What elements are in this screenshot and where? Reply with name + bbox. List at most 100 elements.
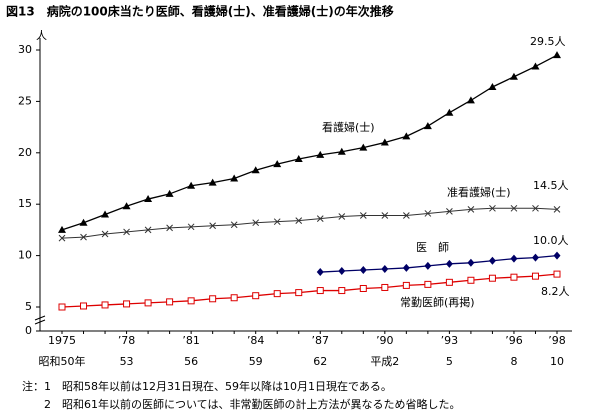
note: 注：1 昭和58年以前は12月31日現在、59年以降は10月1日現在である。 xyxy=(22,379,392,393)
marker xyxy=(359,212,367,219)
x-era-label: 62 xyxy=(313,355,327,368)
marker xyxy=(467,258,475,267)
x-era-label: 5 xyxy=(446,355,453,368)
marker xyxy=(187,223,195,231)
x-tick-label: ’81 xyxy=(182,334,200,347)
marker xyxy=(338,213,346,220)
end-label: 8.2人 xyxy=(541,285,570,298)
y-tick-label: 10 xyxy=(18,249,32,262)
marker xyxy=(252,219,260,227)
marker xyxy=(380,138,389,146)
marker xyxy=(230,294,238,302)
x-tick-label: 1975 xyxy=(48,334,76,347)
x-tick-label: ’84 xyxy=(247,334,265,347)
marker xyxy=(123,300,131,308)
marker xyxy=(531,253,539,262)
marker xyxy=(337,147,346,155)
marker xyxy=(488,83,497,91)
x-era-label: 8 xyxy=(510,355,517,368)
marker xyxy=(294,154,303,162)
x-tick-label: ’78 xyxy=(118,334,136,347)
marker xyxy=(402,281,410,289)
marker xyxy=(101,210,110,218)
marker xyxy=(316,287,324,295)
end-label: 29.5人 xyxy=(530,35,566,48)
marker xyxy=(166,298,174,306)
marker xyxy=(316,268,324,277)
marker xyxy=(359,143,368,151)
chart-title: 図13 病院の100床当たり医師、看護婦(士)、准看護婦(士)の年次推移 xyxy=(6,4,394,19)
marker xyxy=(251,166,260,174)
x-era-label: 53 xyxy=(120,355,134,368)
marker xyxy=(510,254,518,263)
marker xyxy=(273,160,282,168)
marker xyxy=(187,181,196,189)
series-label: 看護婦(士) xyxy=(322,120,375,134)
marker xyxy=(79,218,88,226)
marker xyxy=(80,302,88,310)
series-label: 准看護婦(士) xyxy=(447,185,511,199)
marker xyxy=(445,278,453,286)
x-era-label: 平成2 xyxy=(370,355,399,368)
marker xyxy=(446,208,453,215)
marker xyxy=(381,212,389,219)
marker xyxy=(122,202,131,210)
marker xyxy=(424,210,432,217)
series-line xyxy=(320,254,558,273)
marker xyxy=(532,204,539,212)
marker xyxy=(165,189,174,197)
marker xyxy=(381,264,389,273)
x-tick-label: ’93 xyxy=(441,334,459,347)
marker xyxy=(58,234,66,242)
marker xyxy=(123,228,130,236)
axis-break xyxy=(34,319,46,325)
x-tick-label: ’90 xyxy=(376,334,394,347)
y-unit: 人 xyxy=(36,29,47,42)
marker xyxy=(166,224,173,232)
marker xyxy=(466,96,475,104)
marker xyxy=(423,122,432,130)
end-label: 14.5人 xyxy=(533,179,569,192)
series-label: 医 師 xyxy=(416,241,449,254)
y-tick-label: 25 xyxy=(18,94,32,107)
marker xyxy=(80,233,87,241)
y-tick-label: 30 xyxy=(18,43,32,56)
marker xyxy=(553,51,561,59)
marker xyxy=(144,299,152,307)
end-label: 10.0人 xyxy=(533,234,569,247)
axis-break xyxy=(34,315,46,321)
series-line xyxy=(61,273,558,308)
marker xyxy=(58,225,66,233)
y-tick-label: 0 xyxy=(25,324,32,337)
marker xyxy=(510,204,518,212)
marker xyxy=(208,178,217,186)
x-era-label: 56 xyxy=(184,355,198,368)
marker xyxy=(230,221,238,229)
x-tick-label: ’98 xyxy=(548,334,566,347)
marker xyxy=(58,303,66,311)
marker xyxy=(531,62,540,70)
x-era-label: 昭和50年 xyxy=(39,354,86,368)
marker xyxy=(402,263,410,272)
marker xyxy=(252,292,260,300)
x-era-label: 59 xyxy=(249,355,263,368)
marker xyxy=(553,251,561,260)
y-tick-label: 20 xyxy=(18,146,32,159)
marker xyxy=(316,215,324,222)
marker xyxy=(209,295,217,303)
marker xyxy=(445,259,453,268)
marker xyxy=(445,108,454,116)
marker xyxy=(338,287,346,295)
marker xyxy=(424,280,432,288)
marker xyxy=(273,290,281,298)
marker xyxy=(489,204,496,212)
marker xyxy=(402,212,410,219)
marker xyxy=(295,289,303,297)
series-label: 常勤医師(再掲) xyxy=(400,295,475,309)
y-tick-label: 5 xyxy=(25,300,32,313)
marker xyxy=(273,218,281,226)
marker xyxy=(101,301,109,309)
marker xyxy=(144,195,153,203)
marker xyxy=(359,284,367,292)
